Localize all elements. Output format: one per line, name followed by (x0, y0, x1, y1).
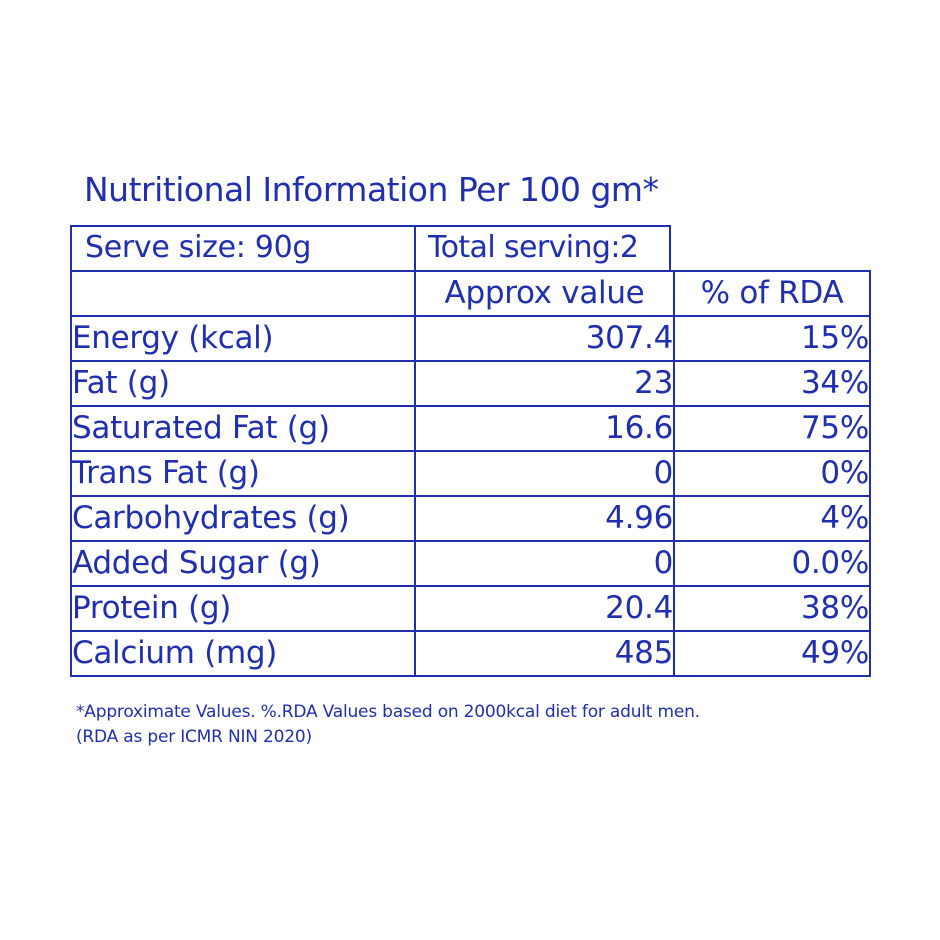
nutrient-value: 307.4 (414, 315, 675, 362)
nutrition-table: Approx value % of RDA Energy (kcal) 307.… (70, 270, 871, 677)
header-approx-value: Approx value (414, 270, 675, 317)
footnote-line-2: (RDA as per ICMR NIN 2020) (76, 727, 312, 747)
table-row: Carbohydrates (g) 4.96 4% (70, 495, 871, 542)
serve-size: Serve size: 90g (85, 230, 312, 265)
nutrient-rda: 4% (673, 495, 871, 542)
nutrient-name: Protein (g) (70, 585, 416, 632)
nutrient-name: Added Sugar (g) (70, 540, 416, 587)
header-percent-rda: % of RDA (673, 270, 871, 317)
nutrient-value: 4.96 (414, 495, 675, 542)
nutrient-rda: 75% (673, 405, 871, 452)
nutrient-name: Fat (g) (70, 360, 416, 407)
table-row: Trans Fat (g) 0 0% (70, 450, 871, 497)
table-row: Protein (g) 20.4 38% (70, 585, 871, 632)
table-row: Added Sugar (g) 0 0.0% (70, 540, 871, 587)
table-row: Calcium (mg) 485 49% (70, 630, 871, 677)
table-header-row: Approx value % of RDA (70, 270, 871, 317)
nutrient-name: Energy (kcal) (70, 315, 416, 362)
footnote: *Approximate Values. %.RDA Values based … (76, 700, 700, 750)
serving-divider (414, 227, 416, 270)
nutrient-rda: 0% (673, 450, 871, 497)
nutrient-rda: 15% (673, 315, 871, 362)
footnote-line-1: *Approximate Values. %.RDA Values based … (76, 702, 700, 722)
nutrient-name: Saturated Fat (g) (70, 405, 416, 452)
nutrient-value: 20.4 (414, 585, 675, 632)
table-row: Fat (g) 23 34% (70, 360, 871, 407)
nutrient-value: 23 (414, 360, 675, 407)
nutrient-name: Calcium (mg) (70, 630, 416, 677)
nutrition-title: Nutritional Information Per 100 gm* (84, 170, 659, 209)
nutrient-value: 0 (414, 450, 675, 497)
total-serving: Total serving:2 (428, 230, 639, 265)
nutrient-rda: 0.0% (673, 540, 871, 587)
nutrient-rda: 34% (673, 360, 871, 407)
nutrient-name: Trans Fat (g) (70, 450, 416, 497)
table-row: Energy (kcal) 307.4 15% (70, 315, 871, 362)
nutrient-value: 485 (414, 630, 675, 677)
nutrient-value: 0 (414, 540, 675, 587)
nutrient-rda: 38% (673, 585, 871, 632)
nutrient-rda: 49% (673, 630, 871, 677)
table-row: Saturated Fat (g) 16.6 75% (70, 405, 871, 452)
nutrient-value: 16.6 (414, 405, 675, 452)
header-blank-cell (70, 270, 416, 317)
serving-info-row: Serve size: 90g Total serving:2 (70, 225, 671, 272)
nutrient-name: Carbohydrates (g) (70, 495, 416, 542)
